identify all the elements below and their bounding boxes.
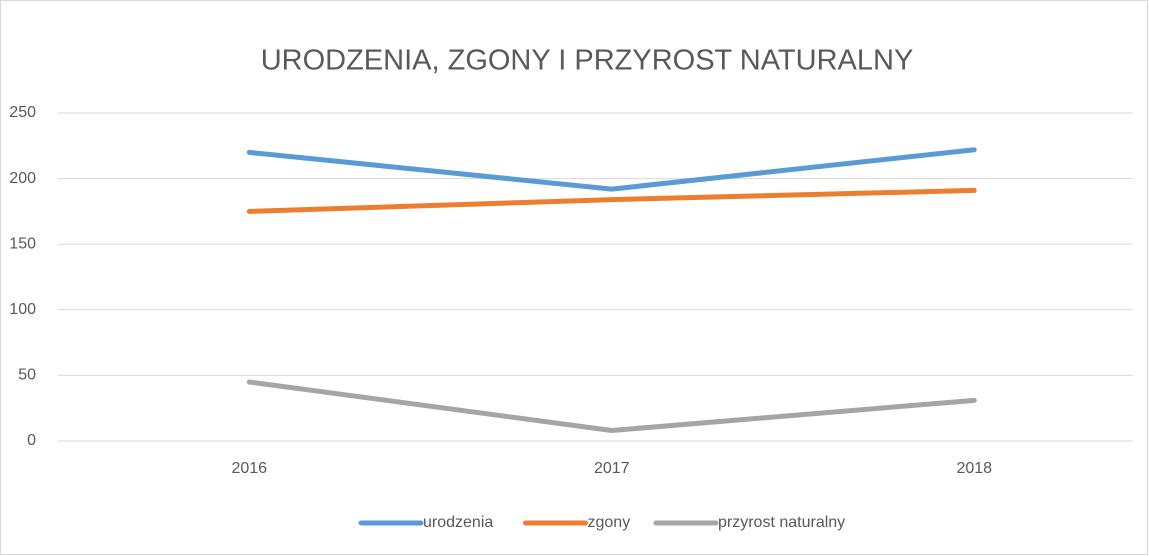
y-tick-label: 50 (18, 367, 36, 384)
y-tick-label: 200 (9, 170, 36, 187)
y-tick-label: 150 (9, 235, 36, 252)
series-line (246, 147, 977, 192)
y-tick-label: 250 (9, 104, 36, 121)
series-line (246, 187, 977, 214)
x-tick-label: 2018 (956, 460, 992, 477)
series-line (246, 379, 977, 434)
x-tick-label: 2017 (594, 460, 630, 477)
y-tick-label: 100 (9, 301, 36, 318)
legend-label: zgony (588, 514, 631, 531)
y-tick-label: 0 (27, 432, 36, 449)
x-tick-label: 2016 (231, 460, 267, 477)
legend-label: przyrost naturalny (718, 514, 845, 531)
legend-label: urodzenia (423, 514, 493, 531)
chart-title: URODZENIA, ZGONY I PRZYROST NATURALNY (261, 45, 914, 77)
